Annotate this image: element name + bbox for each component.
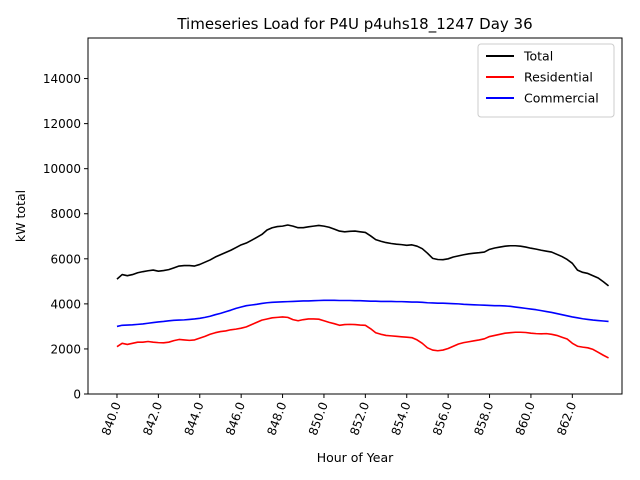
plot-frame: [87, 37, 623, 395]
legend-label-total: Total: [523, 49, 553, 64]
y-tick-label: 0: [73, 388, 81, 402]
x-axis-label: Hour of Year: [317, 450, 394, 465]
y-tick-label: 6000: [50, 252, 81, 266]
series-line-total: [116, 224, 610, 287]
series-line-commercial: [116, 299, 609, 328]
y-tick-label: 10000: [43, 162, 81, 176]
y-axis-label: kW total: [13, 190, 28, 242]
y-tick-label: 4000: [50, 297, 81, 311]
legend: Total Residential Commercial: [477, 43, 615, 118]
legend-label-commercial: Commercial: [524, 91, 599, 106]
legend-label-residential: Residential: [524, 70, 593, 85]
y-tick-label: 12000: [43, 117, 81, 131]
y-tick-label: 8000: [50, 207, 81, 221]
plot-area: [116, 224, 610, 359]
series-line-residential: [116, 316, 609, 359]
y-tick-label: 14000: [43, 72, 81, 86]
chart-title: Timeseries Load for P4U p4uhs18_1247 Day…: [176, 15, 532, 34]
y-tick-label: 2000: [50, 342, 81, 356]
y-axis: 0 2000 4000 6000 8000 10000 12000 14000: [43, 72, 88, 402]
